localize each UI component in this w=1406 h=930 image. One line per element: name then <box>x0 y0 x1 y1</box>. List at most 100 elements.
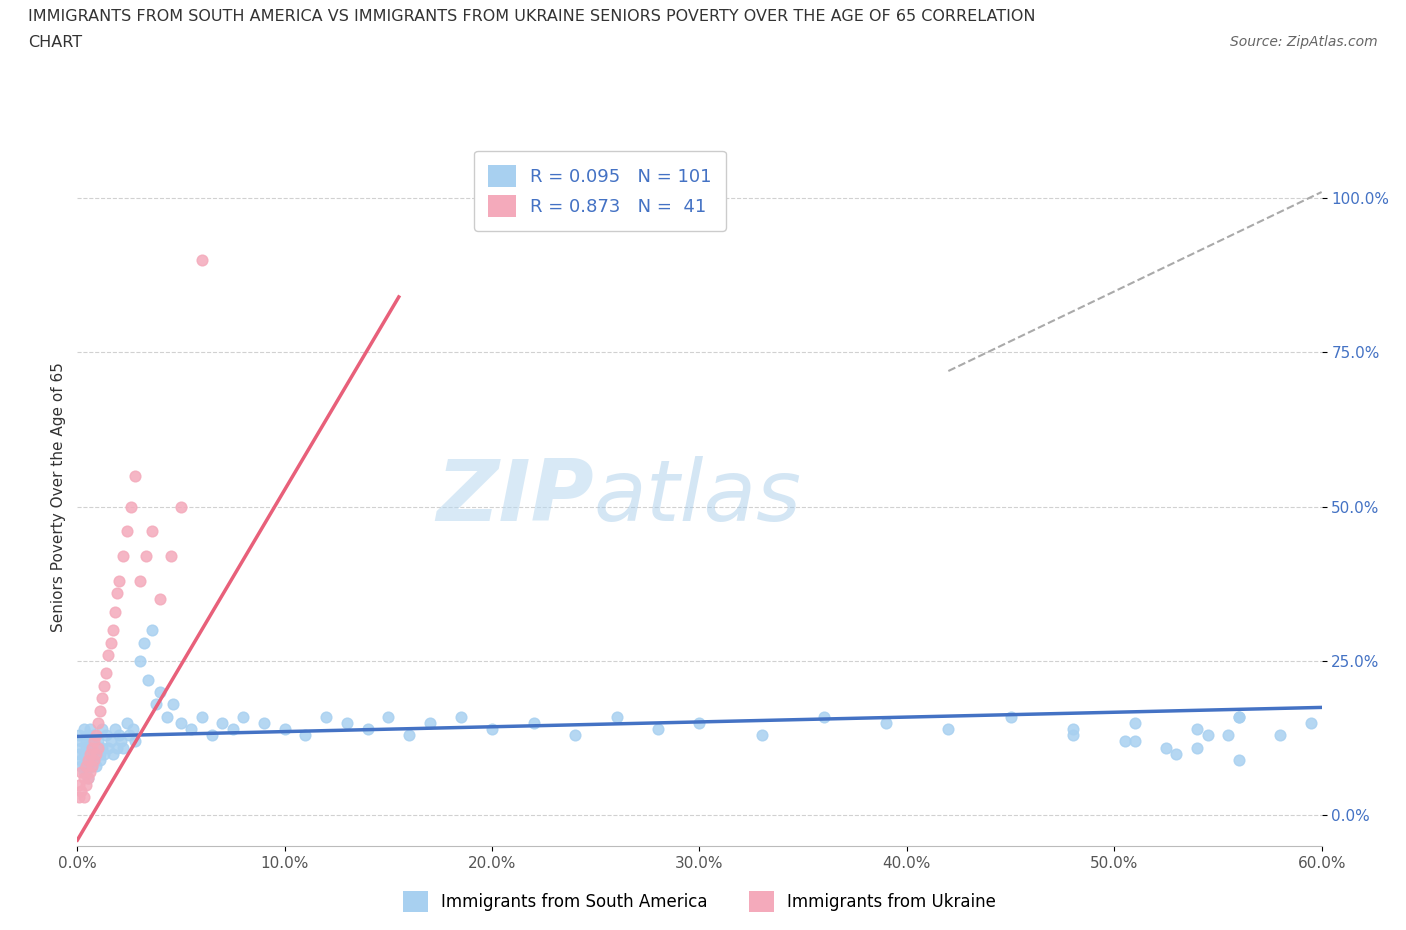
Point <box>122 722 145 737</box>
Point <box>79 764 101 779</box>
Point <box>79 752 101 767</box>
Point <box>115 715 138 730</box>
Point <box>84 746 107 761</box>
Point <box>97 647 120 662</box>
Point <box>83 728 105 743</box>
Point <box>315 710 337 724</box>
Point <box>96 728 118 743</box>
Point <box>132 635 155 650</box>
Point <box>357 722 380 737</box>
Point <box>80 759 103 774</box>
Point <box>70 752 93 767</box>
Point <box>70 734 93 749</box>
Point <box>96 666 118 681</box>
Point <box>76 771 98 786</box>
Point <box>222 722 245 737</box>
Point <box>875 715 897 730</box>
Point <box>141 525 163 539</box>
Point <box>128 574 150 589</box>
Point <box>76 759 98 774</box>
Point <box>76 771 98 786</box>
Point <box>104 604 127 619</box>
Point <box>170 715 193 730</box>
Point <box>813 710 835 724</box>
Point <box>1227 710 1250 724</box>
Point <box>105 586 128 601</box>
Point <box>67 728 90 743</box>
Point <box>120 499 142 514</box>
Point <box>211 715 233 730</box>
Point <box>1227 752 1250 767</box>
Point <box>377 710 399 724</box>
Point <box>70 740 93 755</box>
Point <box>136 672 159 687</box>
Point <box>180 722 202 737</box>
Point <box>75 752 97 767</box>
Point <box>80 734 103 749</box>
Point <box>67 746 90 761</box>
Point <box>110 734 132 749</box>
Text: ZIP: ZIP <box>436 456 593 539</box>
Y-axis label: Seniors Poverty Over the Age of 65: Seniors Poverty Over the Age of 65 <box>51 363 66 632</box>
Point <box>135 549 157 564</box>
Point <box>76 752 98 767</box>
Point <box>89 752 111 767</box>
Point <box>751 728 773 743</box>
Point <box>111 740 134 755</box>
Text: IMMIGRANTS FROM SOUTH AMERICA VS IMMIGRANTS FROM UKRAINE SENIORS POVERTY OVER TH: IMMIGRANTS FROM SOUTH AMERICA VS IMMIGRA… <box>28 9 1036 24</box>
Point <box>100 635 122 650</box>
Point <box>141 623 163 638</box>
Point <box>149 592 172 607</box>
Point <box>159 549 181 564</box>
Point <box>128 654 150 669</box>
Point <box>101 746 124 761</box>
Point <box>80 746 103 761</box>
Point <box>97 740 120 755</box>
Point <box>83 740 105 755</box>
Point <box>115 525 138 539</box>
Point <box>201 728 224 743</box>
Point <box>1000 710 1022 724</box>
Point <box>274 722 297 737</box>
Point <box>938 722 960 737</box>
Point <box>145 697 167 711</box>
Point <box>398 728 420 743</box>
Point <box>108 728 131 743</box>
Point <box>80 759 103 774</box>
Point <box>75 734 97 749</box>
Point <box>1123 715 1146 730</box>
Point <box>105 740 128 755</box>
Text: Source: ZipAtlas.com: Source: ZipAtlas.com <box>1230 35 1378 49</box>
Point <box>67 790 90 804</box>
Point <box>1187 740 1209 755</box>
Text: atlas: atlas <box>593 456 801 539</box>
Point <box>124 734 146 749</box>
Point <box>91 691 114 706</box>
Point <box>162 697 184 711</box>
Point <box>564 728 586 743</box>
Point <box>80 740 103 755</box>
Point <box>1114 734 1136 749</box>
Point <box>91 740 114 755</box>
Point <box>70 783 93 798</box>
Point <box>89 703 111 718</box>
Point <box>87 734 110 749</box>
Point <box>76 746 98 761</box>
Point <box>76 728 98 743</box>
Point <box>75 777 97 792</box>
Text: CHART: CHART <box>28 35 82 50</box>
Point <box>1166 746 1188 761</box>
Point <box>79 722 101 737</box>
Point <box>100 734 122 749</box>
Point <box>83 734 105 749</box>
Point <box>87 715 110 730</box>
Point <box>75 740 97 755</box>
Point <box>75 759 97 774</box>
Point <box>89 746 111 761</box>
Point <box>72 764 94 779</box>
Point <box>91 722 114 737</box>
Point <box>72 771 94 786</box>
Point <box>72 746 94 761</box>
Point <box>104 722 127 737</box>
Point <box>170 499 193 514</box>
